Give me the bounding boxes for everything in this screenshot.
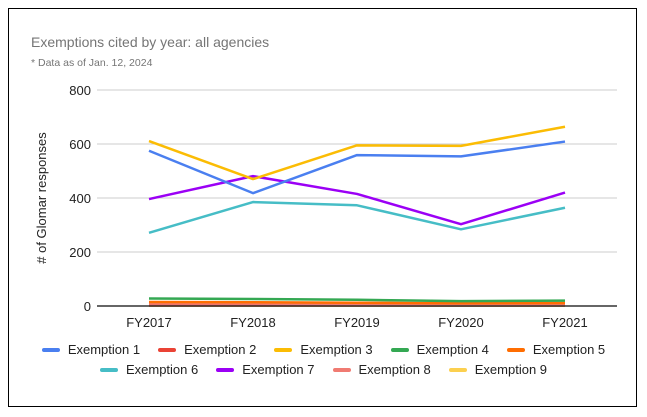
chart-title: Exemptions cited by year: all agencies xyxy=(31,34,270,50)
legend-item[interactable]: Exemption 5 xyxy=(506,342,606,357)
legend-swatch xyxy=(332,367,351,372)
legend-swatch xyxy=(216,367,235,372)
legend-label: Exemption 5 xyxy=(532,342,606,357)
series-line-exemption-1 xyxy=(148,140,566,195)
legend-swatch xyxy=(448,367,467,372)
chart-subtitle: * Data as of Jan. 12, 2024 xyxy=(31,57,153,69)
legend-swatch xyxy=(390,347,409,352)
chart-frame xyxy=(8,8,637,407)
legend-item[interactable]: Exemption 7 xyxy=(216,362,315,377)
legend-swatch xyxy=(274,347,293,352)
legend-label: Exemption 6 xyxy=(125,362,199,377)
y-tick-label: 600 xyxy=(69,137,91,152)
legend-label: Exemption 7 xyxy=(242,362,315,377)
series-line-exemption-6 xyxy=(148,200,566,235)
legend-label: Exemption 4 xyxy=(416,342,489,357)
legend-item[interactable]: Exemption 9 xyxy=(448,362,548,377)
y-tick-label: 800 xyxy=(69,83,91,98)
x-tick-label: FY2018 xyxy=(230,315,276,330)
y-axis-label: # of Glomar responses xyxy=(34,132,49,264)
legend-label: Exemption 3 xyxy=(300,342,373,357)
legend-label: Exemption 9 xyxy=(474,362,548,377)
legend-swatch xyxy=(506,347,525,352)
series-line-exemption-5 xyxy=(148,300,566,305)
legend-item[interactable]: Exemption 6 xyxy=(99,362,199,377)
legend-label: Exemption 1 xyxy=(67,342,141,357)
legend-item[interactable]: Exemption 8 xyxy=(332,362,431,377)
legend-item[interactable]: Exemption 4 xyxy=(390,342,489,357)
legend-label: Exemption 2 xyxy=(184,342,257,357)
legend-item[interactable]: Exemption 1 xyxy=(41,342,141,357)
y-tick-label: 200 xyxy=(69,245,91,260)
legend-swatch xyxy=(99,367,118,372)
legend-row-2: Exemption 6 Exemption 7 Exemption 8 Exempti… xyxy=(0,362,647,377)
y-tick-label: 400 xyxy=(69,191,91,206)
series-line-exemption-4 xyxy=(148,297,566,303)
legend-row-1: Exemption 1 Exemption 2 Exemption 3 Exempti… xyxy=(0,342,647,357)
x-tick-label: FY2021 xyxy=(542,315,588,330)
x-tick-label: FY2020 xyxy=(438,315,484,330)
x-tick-label: FY2019 xyxy=(334,315,380,330)
series-line-exemption-3 xyxy=(148,125,566,181)
legend-item[interactable]: Exemption 3 xyxy=(274,342,373,357)
legend-label: Exemption 8 xyxy=(358,362,431,377)
legend-swatch xyxy=(158,347,177,352)
legend-swatch xyxy=(41,347,60,352)
legend-item[interactable]: Exemption 2 xyxy=(158,342,256,357)
x-tick-label: FY2017 xyxy=(126,315,172,330)
series-line-exemption-7 xyxy=(148,174,566,226)
y-tick-label: 0 xyxy=(84,299,91,314)
